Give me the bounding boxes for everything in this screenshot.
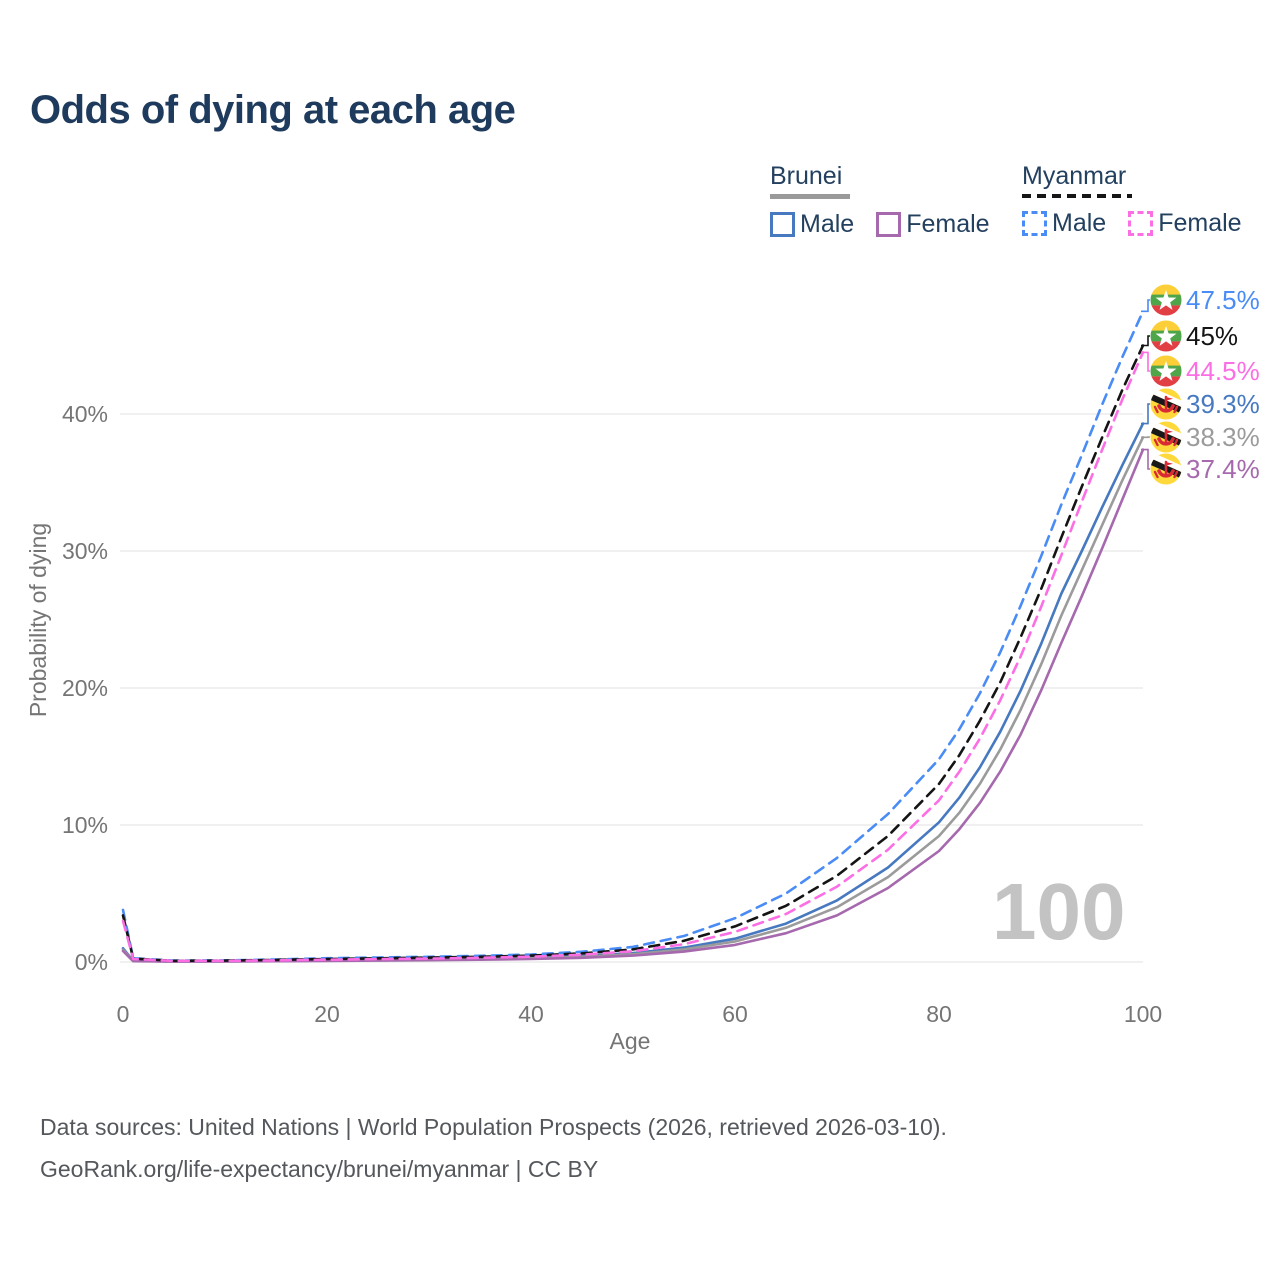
- footer: Data sources: United Nations | World Pop…: [40, 1106, 947, 1190]
- legend-item-myanmar-female[interactable]: Female: [1128, 209, 1242, 238]
- myanmar-female-swatch-icon: [1128, 211, 1154, 236]
- end-value-label-brunei-male: 39.3%: [1186, 389, 1260, 419]
- legend-label: Female: [906, 210, 990, 238]
- end-label-connector: [1141, 335, 1150, 347]
- legend-item-brunei-male[interactable]: Male: [770, 210, 854, 239]
- attribution-text: GeoRank.org/life-expectancy/brunei/myanm…: [40, 1156, 599, 1182]
- myanmar-flag-icon: [1150, 284, 1182, 316]
- brunei-flag-icon: [1150, 453, 1182, 485]
- brunei-line-style-sample: [770, 194, 850, 199]
- y-tick-label: 30%: [62, 538, 108, 564]
- x-tick-label: 100: [1124, 1001, 1162, 1027]
- brunei-flag-icon: [1150, 421, 1182, 453]
- brunei-flag-icon: [1150, 388, 1182, 420]
- x-tick-label: 60: [722, 1001, 748, 1027]
- y-tick-label: 40%: [62, 401, 108, 427]
- x-tick-label: 40: [518, 1001, 544, 1027]
- series-line-myanmar-male: [121, 310, 1145, 962]
- end-value-label-myanmar-male: 47.5%: [1186, 285, 1260, 315]
- myanmar-flag-icon: [1150, 355, 1182, 387]
- myanmar-line-style-sample: [1022, 194, 1132, 198]
- y-tick-label: 0%: [75, 949, 108, 975]
- legend-group-myanmar: Myanmar Male Female: [1022, 162, 1242, 238]
- y-tick-label: 10%: [62, 812, 108, 838]
- series-line-brunei-male: [121, 422, 1145, 963]
- page-title: Odds of dying at each age: [30, 88, 516, 132]
- legend-label: Male: [1052, 209, 1107, 237]
- x-tick-label: 20: [314, 1001, 340, 1027]
- legend-item-brunei-female[interactable]: Female: [876, 210, 990, 239]
- myanmar-male-swatch-icon: [1022, 211, 1047, 236]
- legend-group-brunei: Brunei Male Female: [770, 162, 990, 239]
- brunei-female-swatch-icon: [876, 212, 902, 237]
- y-tick-label: 20%: [62, 675, 108, 701]
- end-value-label-myanmar-total: 45%: [1186, 321, 1238, 351]
- data-source-text: Data sources: United Nations | World Pop…: [40, 1114, 947, 1140]
- end-label-connector: [1141, 403, 1150, 425]
- series-line-brunei-total: [121, 436, 1145, 963]
- myanmar-flag-icon: [1150, 320, 1182, 352]
- series-line-myanmar-total: [121, 344, 1145, 963]
- series-line-myanmar-female: [121, 351, 1145, 963]
- end-label-connector: [1141, 448, 1150, 470]
- end-value-label-brunei-total: 38.3%: [1186, 422, 1260, 452]
- y-axis-title: Probability of dying: [25, 523, 51, 717]
- brunei-male-swatch-icon: [770, 212, 795, 237]
- legend-myanmar-header[interactable]: Myanmar: [1022, 162, 1127, 190]
- x-tick-label: 0: [117, 1001, 130, 1027]
- end-value-label-brunei-female: 37.4%: [1186, 454, 1260, 484]
- legend-item-myanmar-male[interactable]: Male: [1022, 209, 1106, 238]
- legend-brunei-header[interactable]: Brunei: [770, 162, 843, 190]
- series-line-brunei-female: [121, 448, 1145, 963]
- x-tick-label: 80: [926, 1001, 952, 1027]
- end-value-label-myanmar-female: 44.5%: [1186, 356, 1260, 386]
- legend-label: Female: [1158, 209, 1242, 237]
- x-axis-title: Age: [610, 1028, 651, 1054]
- end-label-connector: [1141, 351, 1150, 372]
- end-label-connector: [1141, 299, 1150, 313]
- legend-label: Male: [800, 210, 855, 238]
- age-counter-watermark: 100: [992, 867, 1126, 956]
